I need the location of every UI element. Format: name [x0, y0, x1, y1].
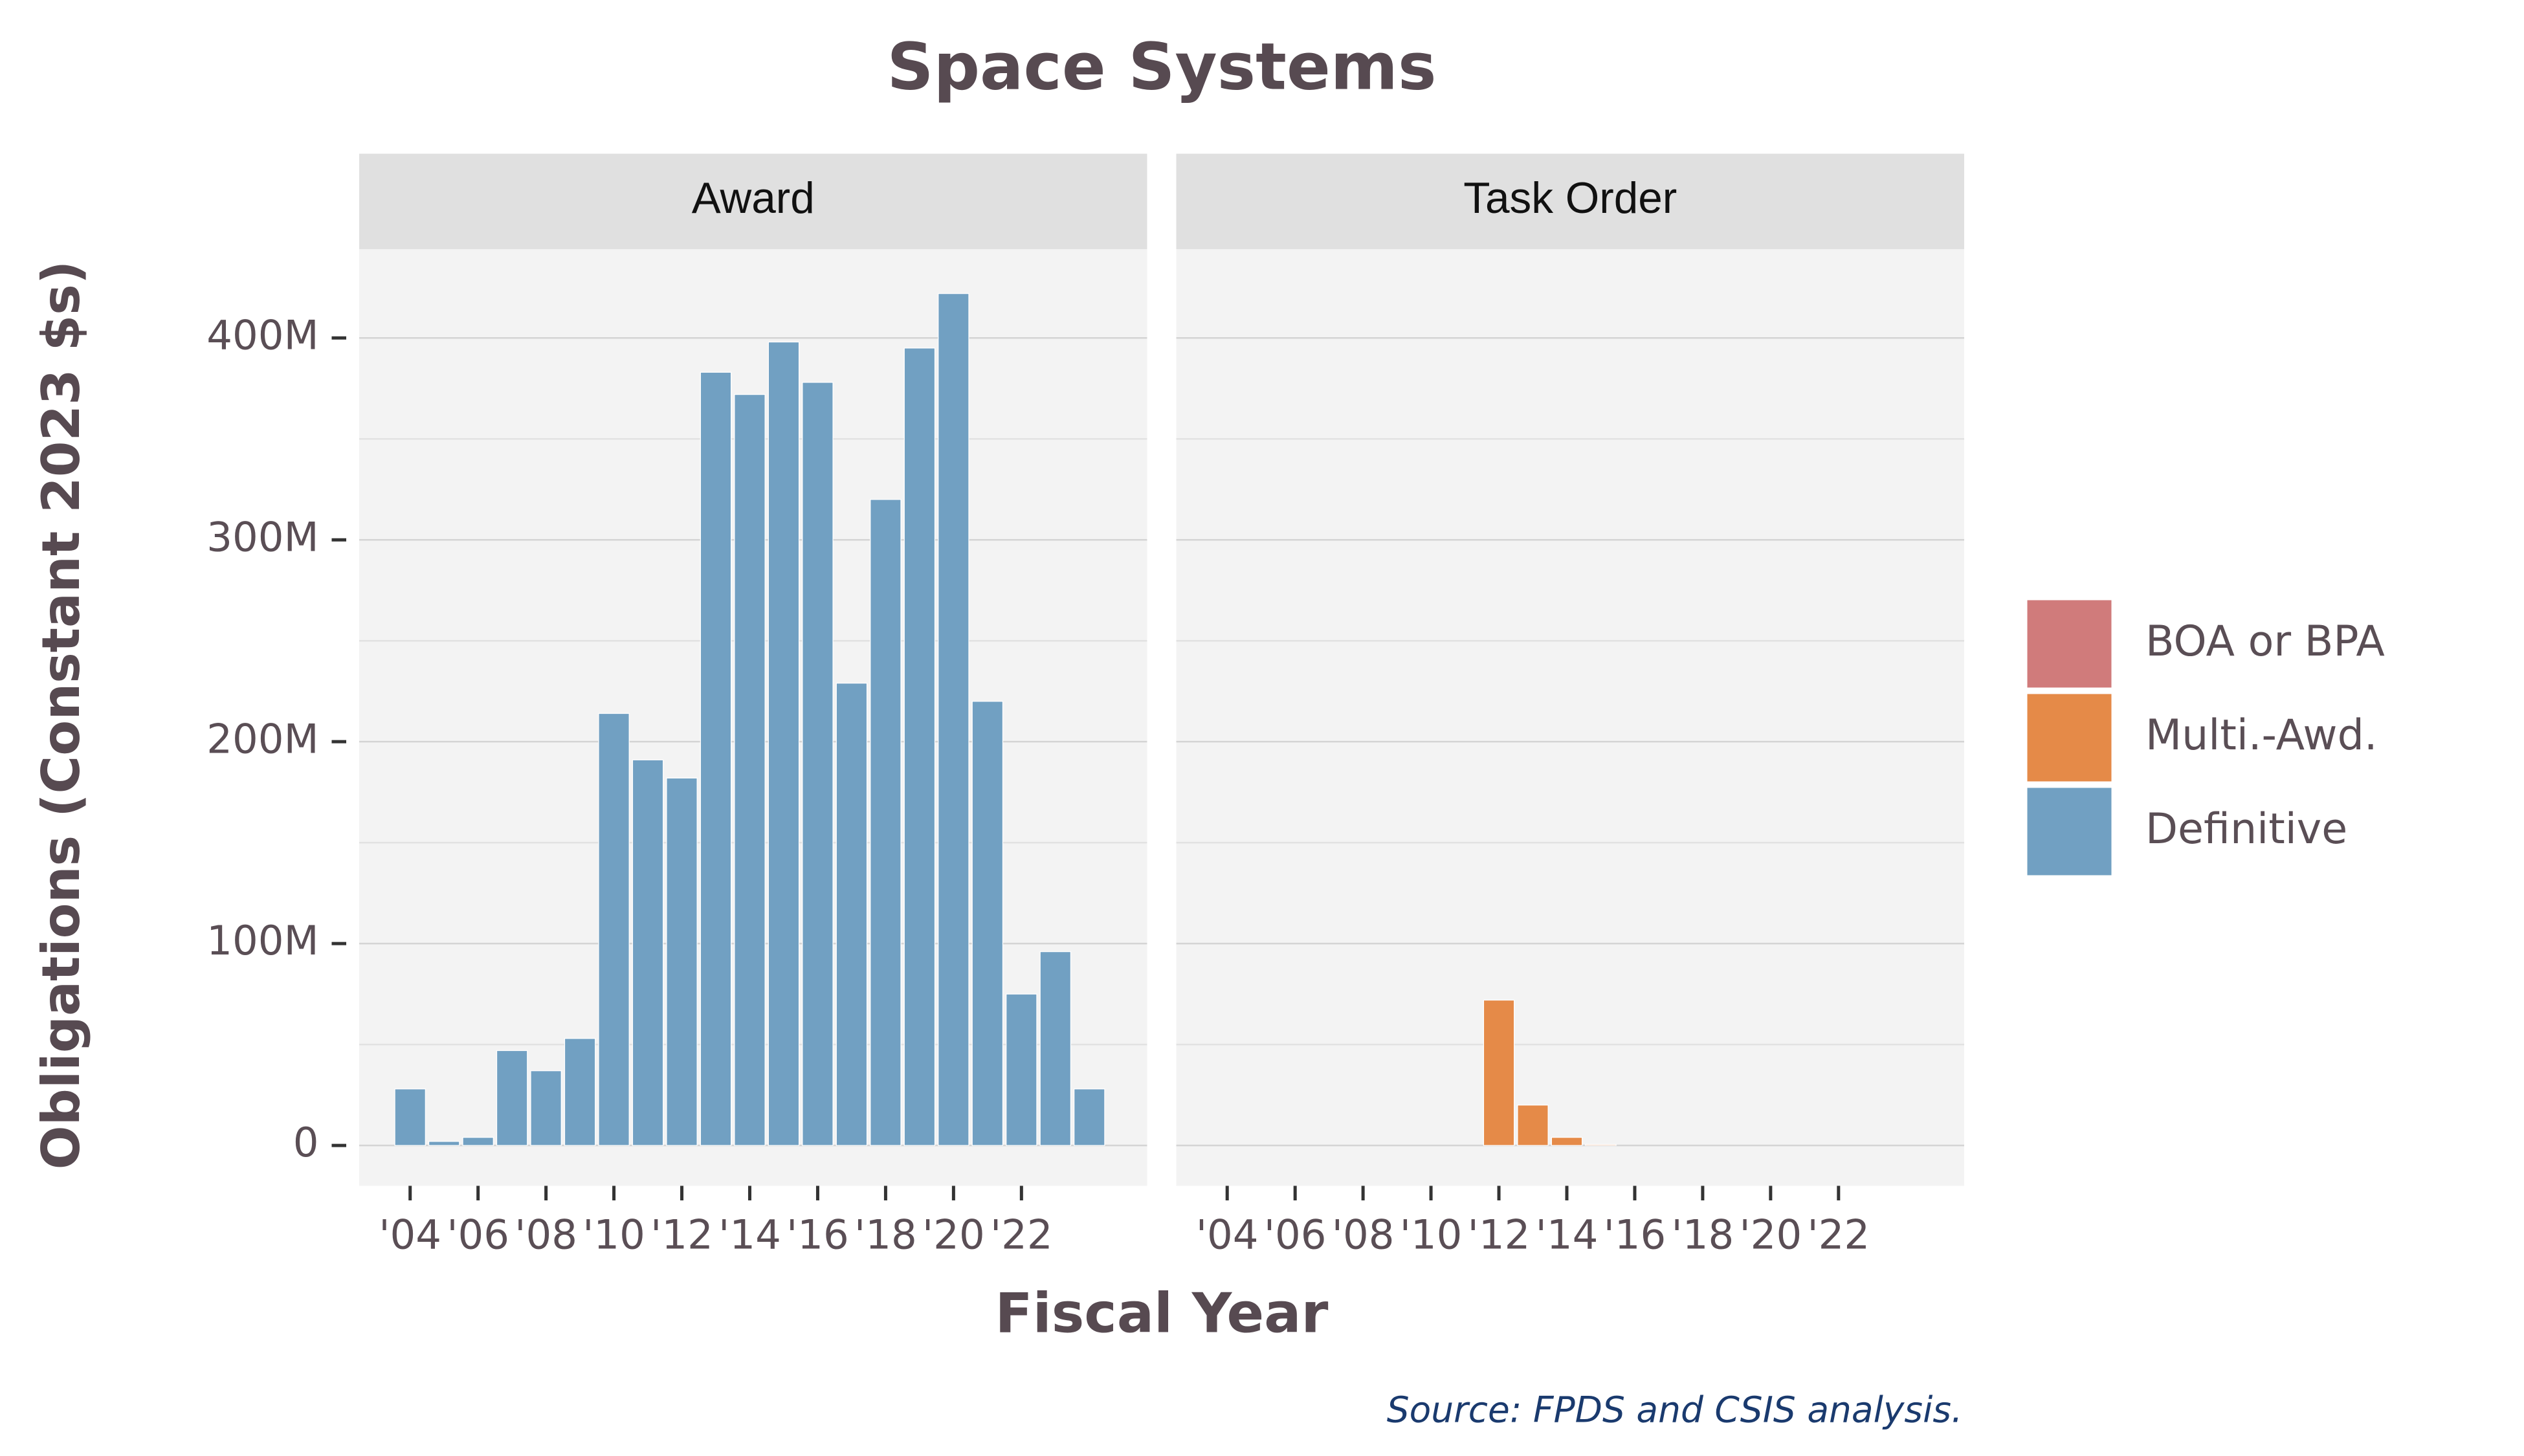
legend-label: BOA or BPA: [2145, 617, 2385, 666]
x-tick-label: '14: [1536, 1211, 1599, 1259]
panel-strip: [359, 153, 1147, 249]
x-tick-label: '12: [1468, 1211, 1531, 1259]
x-tick-label: '04: [379, 1211, 441, 1259]
legend-label: Multi.-Awd.: [2145, 711, 2377, 760]
x-tick-label: '18: [1672, 1211, 1734, 1259]
x-tick-label: '06: [447, 1211, 509, 1259]
bar: [564, 1038, 596, 1146]
bar: [1074, 1088, 1105, 1146]
x-axis-title: Fiscal Year: [995, 1281, 1329, 1345]
bar: [666, 777, 698, 1146]
panel-strip: [1176, 153, 1964, 249]
bar: [903, 347, 936, 1146]
bar: [496, 1050, 528, 1146]
x-tick-label: '08: [1332, 1211, 1395, 1259]
bar: [700, 371, 732, 1146]
bar: [1551, 1137, 1583, 1146]
bar: [462, 1137, 494, 1146]
bar: [1585, 1143, 1617, 1146]
bar: [394, 1088, 426, 1146]
y-tick-label: 400M: [206, 311, 318, 358]
bar: [734, 393, 766, 1146]
y-tick-label: 100M: [206, 917, 318, 964]
bar: [938, 293, 969, 1146]
x-tick-label: '14: [718, 1211, 781, 1259]
bar: [1483, 999, 1515, 1146]
y-tick-label: 200M: [206, 715, 318, 762]
bar: [530, 1070, 562, 1146]
bar: [598, 712, 630, 1146]
bar: [836, 683, 868, 1146]
x-tick-label: '04: [1196, 1211, 1259, 1259]
x-tick-label: '20: [922, 1211, 985, 1259]
bar: [971, 701, 1004, 1146]
panel-background: [1176, 249, 1964, 1186]
panel-title: Award: [692, 174, 815, 223]
y-tick-label: 0: [293, 1119, 319, 1166]
legend-swatch: [2024, 784, 2115, 879]
y-tick-label: 300M: [206, 513, 318, 560]
chart-title: Space Systems: [887, 28, 1436, 104]
x-tick-label: '22: [990, 1211, 1053, 1259]
y-axis-title: Obligations (Constant 2023 $s): [31, 261, 91, 1170]
legend-swatch: [2024, 597, 2115, 691]
x-tick-label: '18: [854, 1211, 917, 1259]
x-tick-label: '12: [650, 1211, 713, 1259]
x-tick-label: '22: [1807, 1211, 1870, 1259]
bar: [1517, 1105, 1549, 1146]
x-tick-label: '20: [1740, 1211, 1802, 1259]
x-tick-label: '10: [582, 1211, 645, 1259]
bar: [1006, 993, 1037, 1146]
bar: [768, 341, 800, 1146]
panel-title: Task Order: [1463, 174, 1677, 223]
bar: [632, 759, 664, 1146]
x-tick-label: '16: [786, 1211, 849, 1259]
x-tick-label: '08: [515, 1211, 577, 1259]
bar: [870, 499, 902, 1146]
x-tick-label: '10: [1400, 1211, 1463, 1259]
bar: [802, 382, 834, 1146]
x-tick-label: '06: [1264, 1211, 1327, 1259]
bar: [1039, 951, 1072, 1146]
legend-swatch: [2024, 690, 2115, 785]
legend-label: Definitive: [2145, 805, 2347, 854]
bar: [428, 1141, 460, 1146]
x-tick-label: '16: [1604, 1211, 1666, 1259]
source-note: Source: FPDS and CSIS analysis.: [1387, 1389, 1963, 1431]
